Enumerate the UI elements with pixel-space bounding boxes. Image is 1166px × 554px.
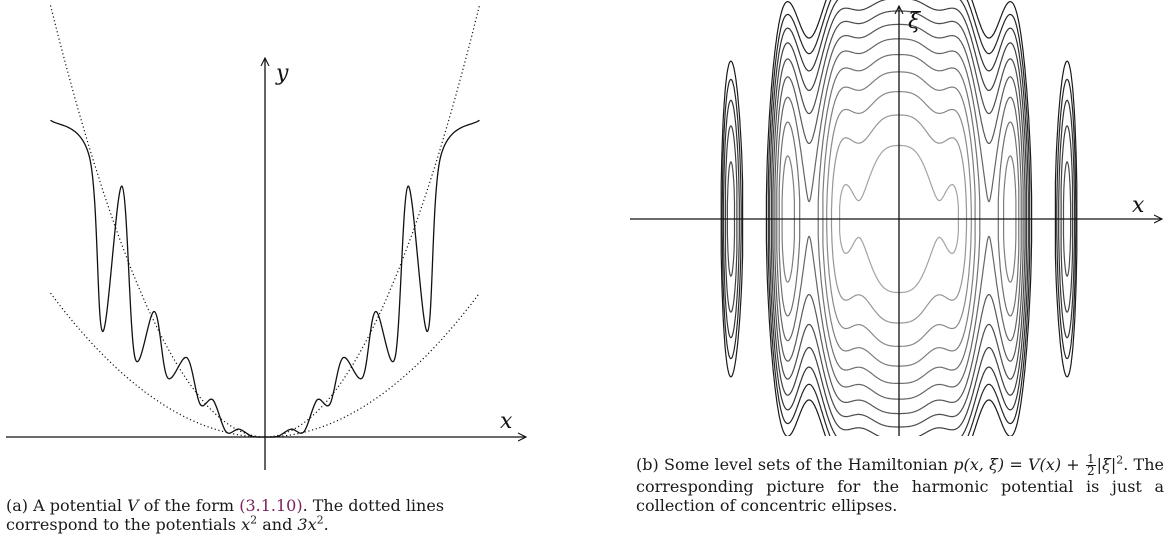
level-set-2-part-1: [830, 114, 968, 324]
level-set-7-part-1: [774, 23, 1024, 415]
level-set-5-part-3: [997, 121, 1020, 317]
level-set-4-part-3: [1003, 155, 1017, 283]
level-set-11-part-2: [767, 0, 1031, 436]
level-set-10-part-2: [769, 0, 1029, 436]
caption-a-exponent-2: 2: [316, 513, 324, 527]
level-set-4-part-1: [781, 155, 795, 283]
fraction-numerator: 1: [1085, 452, 1096, 466]
fraction-denominator: 2: [1086, 464, 1095, 478]
caption-a: (a) A potential V of the form (3.1.10). …: [6, 496, 531, 534]
bound-curve-1: [50, 292, 480, 438]
level-set-12-part-2: [765, 0, 1033, 436]
level-set-5-part-2: [817, 54, 981, 384]
caption-b-text-2: . The corresponding picture for the harm…: [636, 455, 1164, 515]
level-set-1-part-1: [839, 144, 959, 294]
level-set-8-part-1: [726, 161, 736, 277]
level-set-10-part-1: [723, 99, 740, 339]
figure-b-plot: x ξ: [630, 0, 1166, 436]
caption-a-end: .: [323, 515, 329, 534]
caption-a-label: (a): [6, 496, 29, 515]
x-axis-label: x: [500, 409, 513, 434]
level-set-9-part-3: [1060, 125, 1074, 313]
xi-axis-label: ξ: [908, 9, 922, 34]
caption-b-momentum: |ξ|: [1096, 455, 1117, 474]
caption-a-text-1: A potential: [33, 496, 123, 515]
level-set-12-part-3: [1054, 60, 1078, 378]
caption-b-exponent: 2: [1116, 453, 1124, 467]
caption-a-text-2: of the form: [143, 496, 235, 515]
caption-a-potential-symbol: V: [127, 496, 139, 515]
level-set-9-part-1: [724, 125, 738, 313]
potential-curve: [50, 119, 480, 438]
figure-b-x-label: x: [1132, 193, 1145, 218]
level-set-8-part-3: [1062, 161, 1072, 277]
level-set-12-part-1: [720, 60, 744, 378]
caption-b-text-1: Some level sets of the Hamiltonian: [663, 455, 948, 474]
level-set-3-part-1: [826, 91, 972, 347]
figure-a-plot: x y: [6, 5, 560, 470]
figure-a-curves: [49, 5, 481, 438]
equation-reference-link[interactable]: (3.1.10): [239, 496, 303, 515]
level-set-8-part-2: [772, 10, 1026, 428]
y-axis-label: y: [275, 61, 289, 86]
caption-a-potential-2: 3x: [297, 515, 317, 534]
level-set-11-part-1: [721, 78, 742, 360]
level-set-11-part-3: [1056, 78, 1077, 360]
caption-b: (b) Some level sets of the Hamiltonian p…: [636, 452, 1164, 515]
caption-a-potential-1: x: [241, 515, 251, 534]
level-set-4-part-2: [822, 71, 976, 367]
caption-a-and: and: [262, 515, 293, 534]
caption-a-text-3: . The dotted lines correspond to the pot…: [6, 496, 445, 534]
level-set-5-part-1: [778, 121, 801, 317]
level-set-10-part-3: [1058, 99, 1075, 339]
level-set-9-part-2: [771, 0, 1027, 436]
caption-b-potential: V(x) +: [1028, 455, 1080, 474]
caption-b-label: (b): [636, 455, 659, 474]
level-set-6-part-1: [776, 38, 1022, 400]
figure-b-level-sets: [720, 0, 1078, 436]
caption-a-exponent-1: 2: [250, 513, 258, 527]
caption-b-hamiltonian: p(x, ξ) =: [953, 455, 1023, 474]
